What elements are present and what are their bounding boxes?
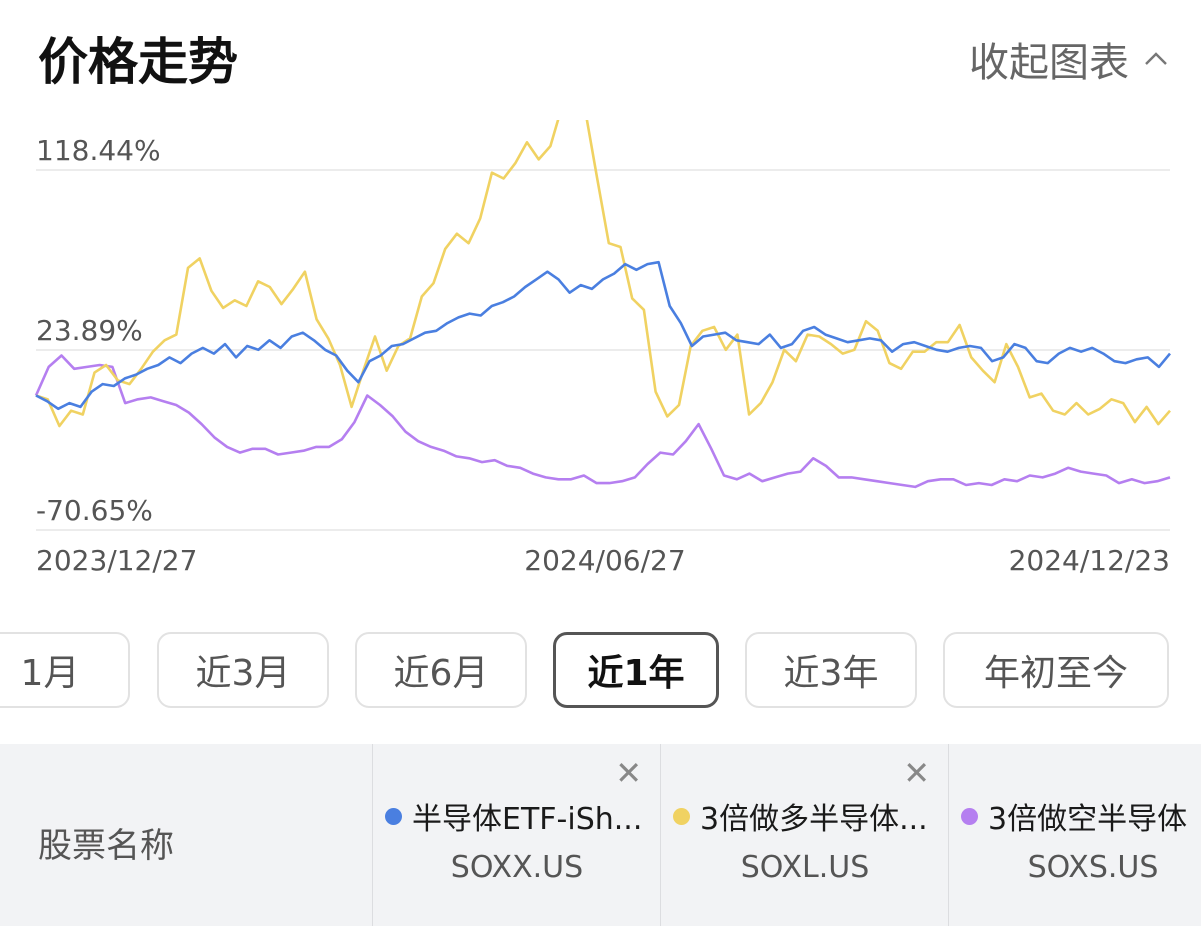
- stock-name-text: 3倍做空半导体: [988, 802, 1188, 837]
- stock-code: SOXL.US: [740, 850, 870, 885]
- range-3m-button[interactable]: 近3月: [157, 632, 329, 708]
- range-1y-button[interactable]: 近1年: [553, 632, 719, 708]
- stock-name: 3倍做多半导体...: [673, 794, 943, 838]
- series-line-soxx: [35, 260, 1171, 411]
- range-3y-button[interactable]: 近3年: [745, 632, 917, 708]
- close-icon[interactable]: ✕: [903, 754, 930, 792]
- series-line-soxl: [35, 120, 1171, 428]
- series-color-dot: [385, 807, 402, 825]
- x-tick-label: 2023/12/27: [36, 544, 197, 577]
- stock-name-header: 股票名称: [38, 826, 174, 866]
- x-tick-label: 2024/06/27: [524, 544, 685, 577]
- page-title: 价格走势: [38, 33, 238, 91]
- time-range-tabs: 1月 近3月 近6月 近1年 近3年 年初至今: [0, 632, 1201, 712]
- stock-code: SOXX.US: [450, 850, 584, 885]
- collapse-chart-button[interactable]: 收起图表: [969, 30, 1169, 88]
- compare-panel: 股票名称 ✕ 半导体ETF-iSh... SOXX.US ✕ 3倍做多半导体..…: [0, 744, 1201, 926]
- stock-name: 半导体ETF-iSh...: [385, 794, 655, 838]
- x-tick-label: 2024/12/23: [1009, 544, 1170, 577]
- stock-name-text: 半导体ETF-iSh...: [412, 802, 643, 837]
- range-ytd-button[interactable]: 年初至今: [943, 632, 1169, 708]
- collapse-chart-label: 收起图表: [969, 40, 1129, 86]
- price-chart: 118.44% 23.89% -70.65% 2023/12/27 2024/06/27…: [34, 120, 1171, 577]
- close-icon[interactable]: ✕: [615, 754, 642, 792]
- y-tick-label: -70.65%: [36, 494, 153, 527]
- series-color-dot: [673, 807, 690, 825]
- range-6m-button[interactable]: 近6月: [355, 632, 527, 708]
- y-tick-label: 23.89%: [36, 314, 143, 347]
- stock-column-soxl[interactable]: ✕ 3倍做多半导体... SOXL.US: [660, 744, 948, 926]
- header: 价格走势 收起图表: [0, 0, 1201, 110]
- stock-name: 3倍做空半导体: [961, 794, 1201, 838]
- stock-column-soxs[interactable]: ✕ 3倍做空半导体 SOXS.US: [948, 744, 1201, 926]
- stock-name-text: 3倍做多半导体...: [700, 802, 928, 837]
- stock-code: SOXS.US: [1027, 850, 1159, 885]
- series-color-dot: [961, 807, 978, 825]
- range-1m-button[interactable]: 1月: [0, 632, 130, 708]
- y-tick-label: 118.44%: [36, 134, 161, 167]
- chevron-up-icon: [1145, 52, 1167, 65]
- series-line-soxs: [34, 354, 1171, 489]
- stock-column-soxx[interactable]: ✕ 半导体ETF-iSh... SOXX.US: [372, 744, 660, 926]
